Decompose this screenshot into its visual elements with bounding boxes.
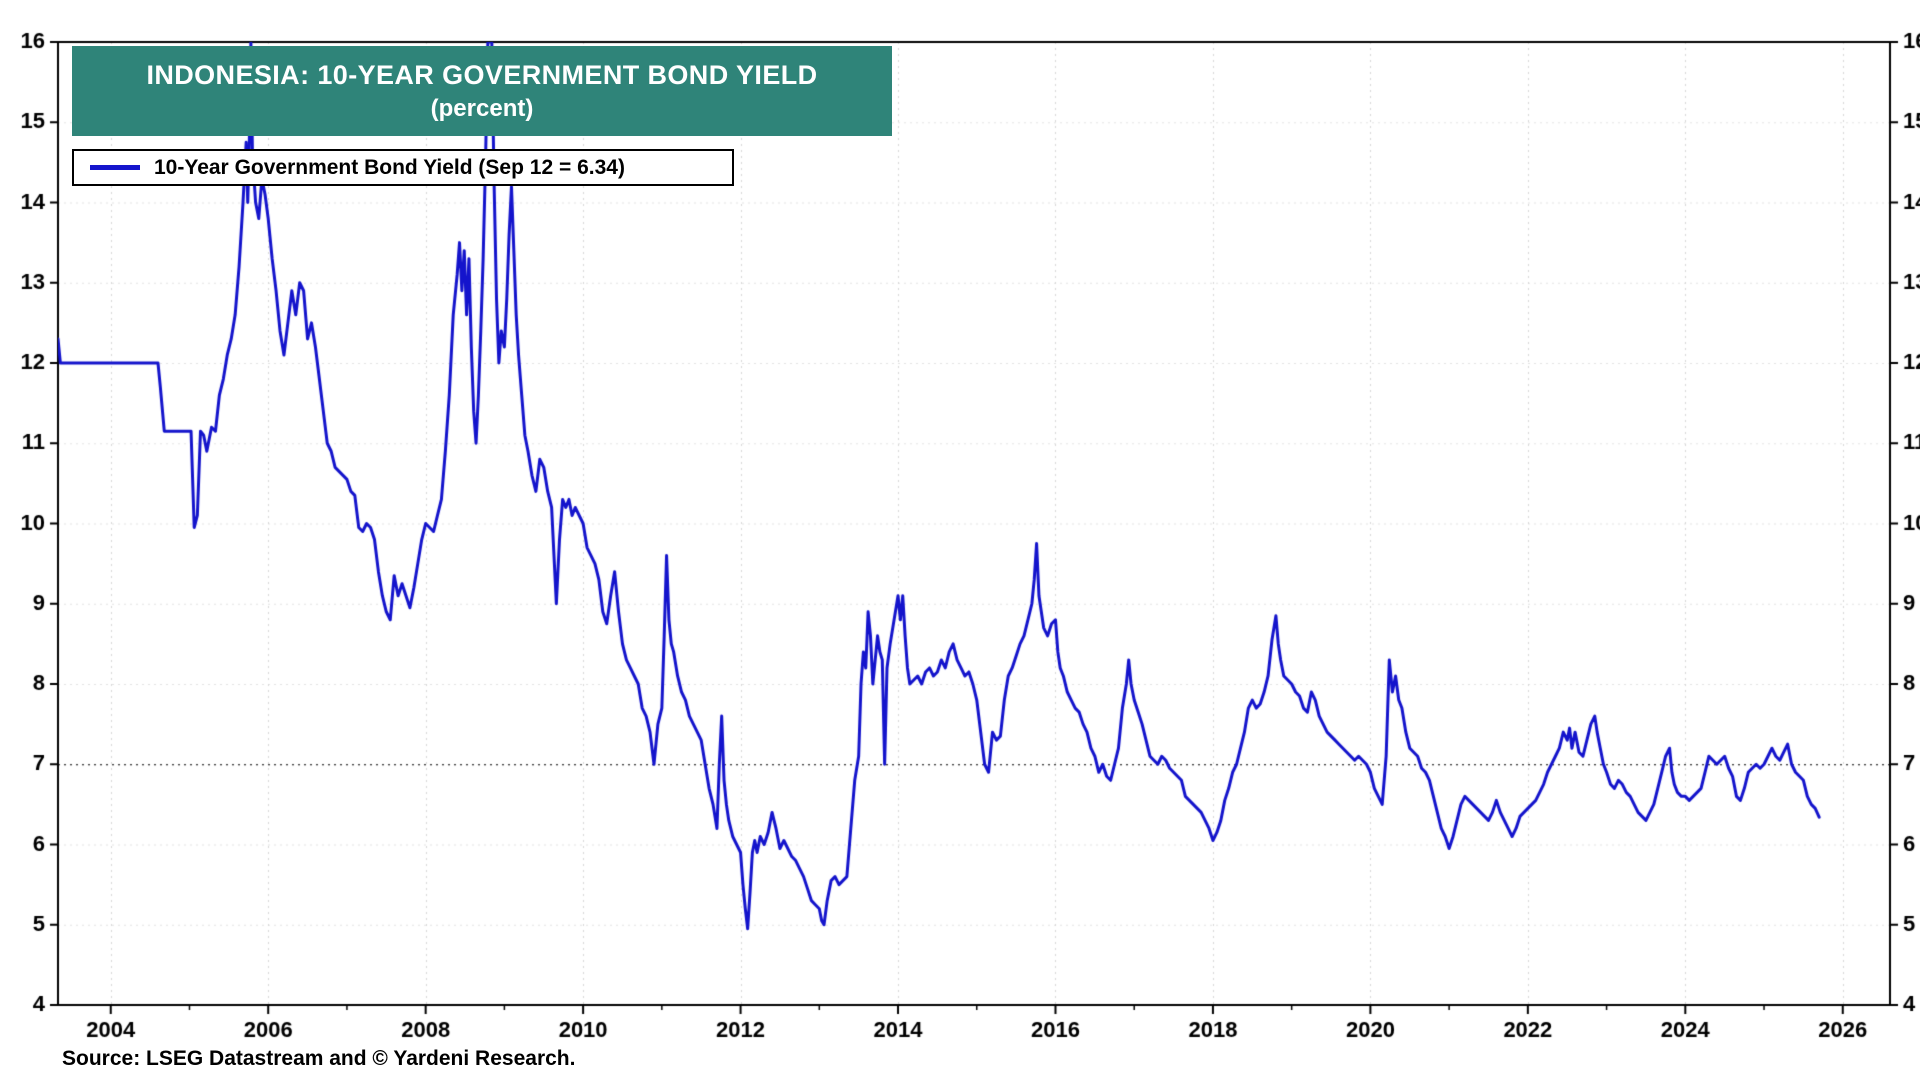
chart-title-box: INDONESIA: 10-YEAR GOVERNMENT BOND YIELD… xyxy=(72,46,892,136)
source-note: Source: LSEG Datastream and © Yardeni Re… xyxy=(62,1047,576,1070)
legend-box: 10-Year Government Bond Yield (Sep 12 = … xyxy=(72,149,734,186)
chart-subtitle: (percent) xyxy=(430,94,534,122)
chart-title: INDONESIA: 10-YEAR GOVERNMENT BOND YIELD xyxy=(146,59,818,90)
legend-label: 10-Year Government Bond Yield (Sep 12 = … xyxy=(154,155,625,179)
legend-line-swatch xyxy=(90,165,140,170)
